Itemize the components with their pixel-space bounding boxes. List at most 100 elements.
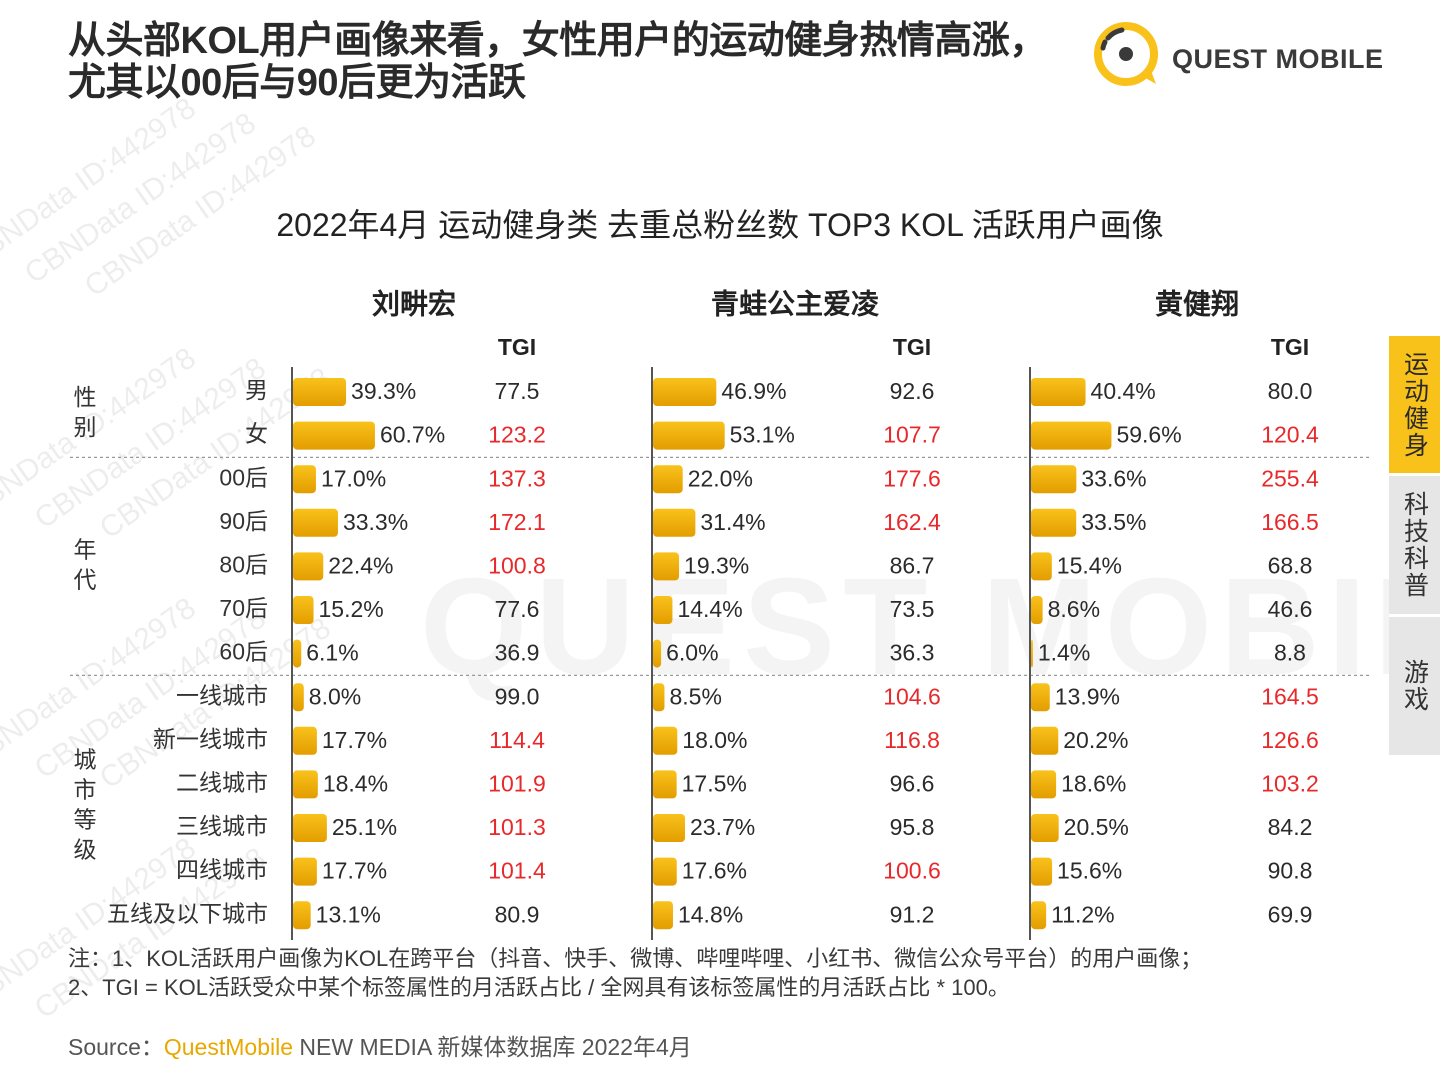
bar-value-label: 15.4% <box>1057 552 1122 578</box>
bar <box>1031 421 1112 450</box>
bar-value-label: 14.4% <box>677 596 742 622</box>
bar <box>653 508 696 537</box>
bar-value-label: 17.0% <box>321 465 386 491</box>
bar-value-label: 17.6% <box>682 858 747 884</box>
tgi-value: 137.3 <box>488 465 546 491</box>
bar-value-label: 15.2% <box>319 596 384 622</box>
bar-value-label: 13.1% <box>316 901 381 927</box>
tgi-value: 90.8 <box>1268 858 1313 884</box>
category-label: 80后 <box>219 551 268 577</box>
bar <box>293 770 318 799</box>
tgi-header: TGI <box>893 334 931 360</box>
bar <box>653 901 673 930</box>
bar-value-label: 31.4% <box>700 509 765 535</box>
bar <box>293 465 316 494</box>
tab-games[interactable]: 游戏 <box>1389 614 1440 755</box>
bar-value-label: 60.7% <box>380 422 445 448</box>
footnote-line-2: 2、TGI = KOL活跃受众中某个标签属性的月活跃占比 / 全网具有该标签属性… <box>68 975 1010 1000</box>
bar <box>293 901 311 930</box>
bar <box>1031 378 1086 406</box>
group-label-char: 性 <box>74 384 97 410</box>
tgi-value: 80.0 <box>1268 378 1313 404</box>
bar <box>653 726 678 755</box>
tgi-value: 73.5 <box>890 596 935 622</box>
bar-value-label: 59.6% <box>1116 422 1181 448</box>
tgi-value: 86.7 <box>890 552 935 578</box>
bar-value-label: 39.3% <box>351 378 416 404</box>
tgi-value: 120.4 <box>1261 422 1319 448</box>
group-label-char: 代 <box>74 566 97 592</box>
bar-value-label: 25.1% <box>332 814 397 840</box>
tgi-value: 164.5 <box>1261 683 1319 709</box>
bar-value-label: 8.0% <box>309 683 361 709</box>
bar <box>653 465 683 494</box>
bar <box>293 552 324 581</box>
bar <box>1031 857 1053 886</box>
category-label: 二线城市 <box>176 769 268 795</box>
category-tabs: 运动健身 科技科普 游戏 <box>1389 336 1440 755</box>
bar-value-label: 46.9% <box>721 378 786 404</box>
tgi-value: 80.9 <box>495 901 540 927</box>
bar <box>1031 770 1057 799</box>
bar-value-label: 17.5% <box>682 770 747 796</box>
tab-tech-science[interactable]: 科技科普 <box>1389 473 1440 614</box>
bar <box>653 421 725 450</box>
category-label: 女 <box>245 421 268 447</box>
footnote-line-1: 注：1、KOL活跃用户画像为KOL在跨平台（抖音、快手、微博、哔哩哔哩、小红书、… <box>68 946 1203 971</box>
bar <box>1031 726 1059 755</box>
bar-value-label: 22.4% <box>328 552 393 578</box>
tgi-value: 69.9 <box>1268 901 1313 927</box>
tgi-header: TGI <box>1271 334 1309 360</box>
bar <box>293 683 304 712</box>
bar-value-label: 15.6% <box>1057 858 1122 884</box>
bar-value-label: 6.1% <box>306 640 358 666</box>
tgi-value: 162.4 <box>883 509 941 535</box>
bar-value-label: 18.4% <box>323 770 388 796</box>
source-brand: QuestMobile <box>163 1034 293 1060</box>
logo-mark-icon <box>1094 22 1158 86</box>
chart-title: 2022年4月 运动健身类 去重总粉丝数 TOP3 KOL 活跃用户画像 <box>276 207 1164 243</box>
bar-value-label: 8.6% <box>1048 596 1100 622</box>
bar-value-label: 6.0% <box>666 640 718 666</box>
bar <box>293 378 347 406</box>
tgi-value: 100.8 <box>488 552 546 578</box>
bar <box>653 683 665 712</box>
category-label: 四线城市 <box>176 857 268 883</box>
bar <box>293 596 314 624</box>
tgi-value: 172.1 <box>488 509 546 535</box>
tgi-value: 100.6 <box>883 858 941 884</box>
tgi-value: 95.8 <box>890 814 935 840</box>
questmobile-logo: QUEST MOBILE <box>1092 18 1384 90</box>
tgi-value: 92.6 <box>890 378 935 404</box>
category-label: 男 <box>245 377 268 403</box>
bar <box>293 726 317 755</box>
tab-fitness[interactable]: 运动健身 <box>1389 336 1440 473</box>
group-label-char: 市 <box>74 776 97 802</box>
category-label: 60后 <box>219 639 268 665</box>
bar <box>653 378 717 406</box>
group-label-char: 别 <box>74 414 97 440</box>
bar-value-label: 17.7% <box>322 727 387 753</box>
bar <box>1031 814 1059 842</box>
bar-value-label: 19.3% <box>684 552 749 578</box>
kol-name: 刘畊宏 <box>372 287 456 319</box>
bar-value-label: 23.7% <box>690 814 755 840</box>
bar <box>1031 683 1050 712</box>
bar <box>1031 552 1052 581</box>
tgi-value: 107.7 <box>883 422 941 448</box>
source-line: Source：QuestMobile NEW MEDIA 新媒体数据库 2022… <box>68 1028 692 1062</box>
bar-value-label: 11.2% <box>1051 901 1115 927</box>
category-label: 70后 <box>219 595 268 621</box>
tgi-value: 36.3 <box>890 640 935 666</box>
source-prefix: Source： <box>68 1034 164 1060</box>
category-label: 五线及以下城市 <box>107 900 268 926</box>
tgi-value: 96.6 <box>890 770 935 796</box>
bar <box>653 857 677 886</box>
bar-value-label: 33.6% <box>1081 465 1146 491</box>
logo-text: QUEST MOBILE <box>1172 44 1384 74</box>
tgi-value: 68.8 <box>1268 552 1313 578</box>
source-suffix: NEW MEDIA 新媒体数据库 2022年4月 <box>293 1034 692 1060</box>
bar <box>653 552 680 581</box>
bar <box>1031 596 1043 624</box>
